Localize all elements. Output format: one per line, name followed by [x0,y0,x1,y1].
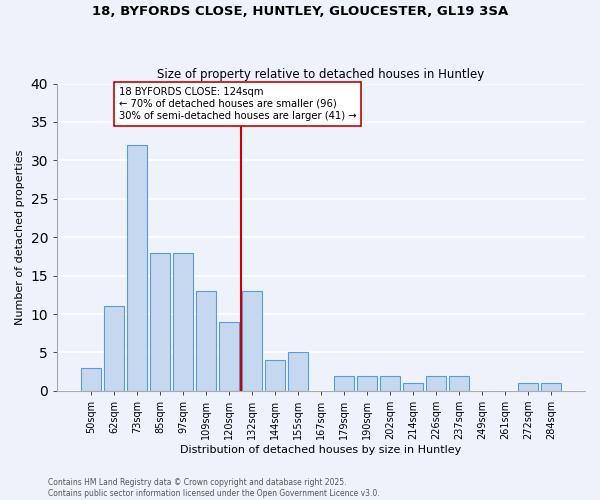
Text: Contains HM Land Registry data © Crown copyright and database right 2025.
Contai: Contains HM Land Registry data © Crown c… [48,478,380,498]
Bar [242,291,262,391]
Bar [173,252,193,391]
Bar [289,352,308,391]
Bar [265,360,285,391]
Bar [81,368,101,391]
Bar [449,376,469,391]
Text: 18 BYFORDS CLOSE: 124sqm
← 70% of detached houses are smaller (96)
30% of semi-d: 18 BYFORDS CLOSE: 124sqm ← 70% of detach… [119,88,356,120]
Bar [196,291,216,391]
Bar [150,252,170,391]
Bar [127,145,147,391]
Bar [427,376,446,391]
Bar [358,376,377,391]
Text: 18, BYFORDS CLOSE, HUNTLEY, GLOUCESTER, GL19 3SA: 18, BYFORDS CLOSE, HUNTLEY, GLOUCESTER, … [92,5,508,18]
Title: Size of property relative to detached houses in Huntley: Size of property relative to detached ho… [157,68,485,81]
Bar [104,306,124,391]
X-axis label: Distribution of detached houses by size in Huntley: Distribution of detached houses by size … [181,445,462,455]
Y-axis label: Number of detached properties: Number of detached properties [15,150,25,325]
Bar [541,383,561,391]
Bar [334,376,354,391]
Bar [219,322,239,391]
Bar [380,376,400,391]
Bar [518,383,538,391]
Bar [403,383,423,391]
